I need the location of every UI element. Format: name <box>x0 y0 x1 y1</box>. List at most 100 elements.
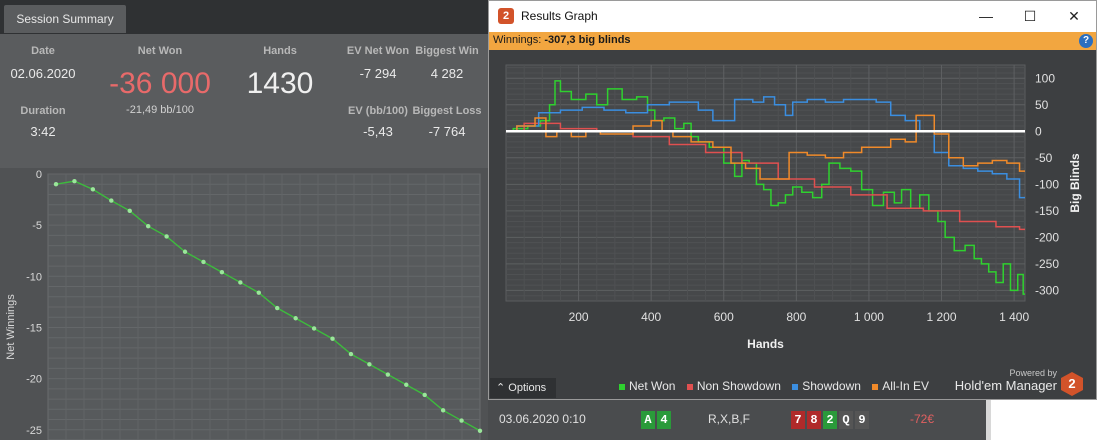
x-axis-label: Hands <box>747 337 784 351</box>
series-line-net-won <box>506 80 1025 295</box>
legend-swatch <box>686 383 693 390</box>
data-point <box>311 326 317 331</box>
board-card: 9 <box>855 411 869 429</box>
y-tick-label: 0 <box>36 169 42 181</box>
legend-showdown[interactable]: Showdown <box>792 379 861 393</box>
net-won-value: -36 000 <box>109 67 211 100</box>
y-tick-label: -5 <box>32 220 42 232</box>
y-tick-label: 0 <box>1035 124 1042 138</box>
x-tick-label: 1 400 <box>999 310 1029 324</box>
y-tick-label: -25 <box>26 425 42 437</box>
x-tick-label: 1 200 <box>927 310 957 324</box>
x-tick-label: 1 000 <box>854 310 884 324</box>
y-axis-label: Big Blinds <box>1068 153 1082 213</box>
board-card: 7 <box>791 411 805 429</box>
data-point <box>293 316 298 321</box>
legend-swatch <box>792 383 799 390</box>
net-winnings-line <box>55 180 481 432</box>
legend-label: Showdown <box>802 379 861 393</box>
duration-value: 3:42 <box>30 124 56 139</box>
legend-swatch <box>619 383 625 390</box>
y-tick-label: 100 <box>1035 71 1055 85</box>
legend-non-showdown[interactable]: Non Showdown <box>686 379 781 393</box>
hands-table-area <box>488 400 986 440</box>
board-card: Q <box>839 411 853 429</box>
biggest-loss-value: -7 764 <box>428 124 466 139</box>
powered-by: Powered by Hold'em Manager <box>951 368 1057 393</box>
y-tick-label: -20 <box>26 374 42 386</box>
brand-name: Hold'em Manager <box>954 378 1057 393</box>
ev-bb100-label: EV (bb/100) <box>348 105 408 117</box>
data-point <box>238 280 243 285</box>
winnings-label: Winnings: <box>493 34 542 46</box>
winnings-value: -307,3 big blinds <box>544 34 631 46</box>
data-point <box>348 351 354 357</box>
legend-net-won[interactable]: Net Won <box>619 379 675 393</box>
date-label: Date <box>31 45 55 57</box>
hands-value: 1430 <box>246 67 314 100</box>
close-button[interactable]: ✕ <box>1068 8 1080 24</box>
options-button[interactable]: ⌃ Options <box>490 378 556 398</box>
hands-label: Hands <box>263 45 297 57</box>
maximize-button[interactable]: ☐ <box>1023 8 1037 24</box>
x-tick-label: 200 <box>569 310 589 324</box>
data-point <box>72 178 77 184</box>
series-line-showdown <box>506 96 1025 199</box>
data-point <box>404 382 409 387</box>
winnings-text: Winnings: -307,3 big blinds <box>493 34 631 46</box>
data-point <box>219 270 225 275</box>
data-point <box>385 372 391 377</box>
right-panel-border <box>986 400 991 440</box>
board-card: 8 <box>807 411 821 429</box>
y-tick-label: -100 <box>1035 177 1059 191</box>
data-point <box>145 223 151 229</box>
hole-card: A <box>641 411 655 429</box>
y-tick-label: -50 <box>1035 151 1053 165</box>
biggest-loss-label: Biggest Loss <box>412 105 482 117</box>
x-tick-label: 600 <box>714 310 734 324</box>
data-point <box>459 418 464 423</box>
graph-legend: Net Won Non Showdown Showdown All-In EV <box>619 379 937 393</box>
plot-area <box>505 64 1026 302</box>
help-icon[interactable]: ? <box>1079 34 1093 48</box>
net-won-label: Net Won <box>137 45 183 57</box>
y-tick-label: -10 <box>26 271 42 283</box>
x-tick-label: 400 <box>641 310 661 324</box>
results-graph-window: 2 Results Graph — ☐ ✕ Winnings: -307,3 b… <box>488 0 1097 400</box>
y-tick-label: 50 <box>1035 98 1049 112</box>
powered-by-text: Powered by <box>1009 368 1057 378</box>
legend-label: All-In EV <box>882 379 929 393</box>
biggest-win-value: 4 282 <box>430 66 464 81</box>
data-point <box>275 305 280 311</box>
data-point <box>109 198 114 203</box>
series-line-non-showdown <box>506 122 1025 231</box>
net-winnings-chart: 0 -5 -10 -15 -20 -25 Net Winnings <box>0 168 488 440</box>
ev-net-won-value: -7 294 <box>359 66 397 81</box>
data-point <box>440 408 446 413</box>
winnings-bar: Winnings: -307,3 big blinds ? <box>489 32 1096 50</box>
data-point <box>53 182 59 187</box>
legend-label: Net Won <box>629 379 676 393</box>
y-axis-label: Net Winnings <box>5 294 17 360</box>
window-title: Results Graph <box>521 9 598 23</box>
hand-row-date[interactable]: 03.06.2020 0:10 <box>499 412 586 426</box>
net-won-bb100: -21,49 bb/100 <box>126 104 194 116</box>
minimize-button[interactable]: — <box>979 8 993 24</box>
ev-bb100-value: -5,43 <box>363 124 393 139</box>
data-point <box>164 234 169 239</box>
right-panel <box>986 400 1097 440</box>
legend-all-in-ev[interactable]: All-In EV <box>872 379 929 393</box>
tab-session-summary[interactable]: Session Summary <box>4 5 126 33</box>
data-point <box>367 362 372 367</box>
hand-row-actions: R,X,B,F <box>708 412 751 426</box>
data-point <box>90 187 96 192</box>
app-logo-icon: 2 <box>498 8 514 24</box>
biggest-win-label: Biggest Win <box>415 45 479 57</box>
results-graph-chart: 100 50 0 -50 -100 -150 -200 -250 -300 200 400 600 80… <box>505 64 1082 351</box>
duration-label: Duration <box>20 105 66 117</box>
data-point <box>127 208 132 214</box>
data-point <box>477 428 483 433</box>
hand-row-result: -72€ <box>910 412 935 426</box>
title-bar[interactable]: 2 Results Graph — ☐ ✕ <box>489 1 1096 32</box>
summary-stats: Date Net Won Hands EV Net Won Biggest Wi… <box>0 34 488 168</box>
